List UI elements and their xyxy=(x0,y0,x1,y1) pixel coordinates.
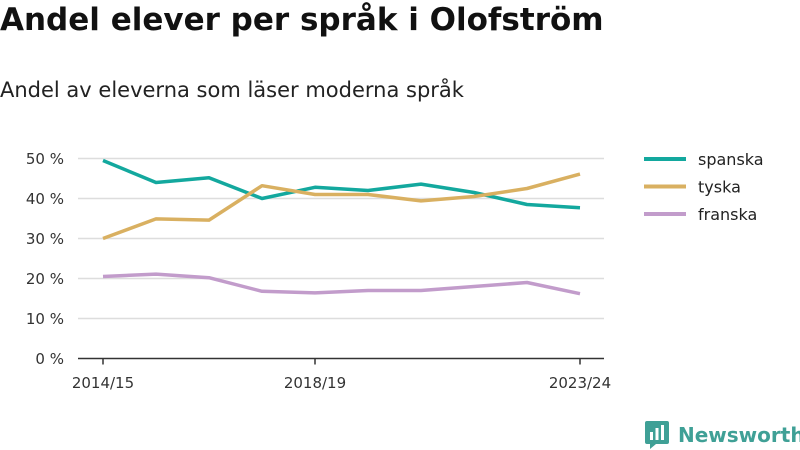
x-axis: 2014/15 2018/19 2023/24 xyxy=(72,357,611,392)
y-tick-label: 0 % xyxy=(35,350,64,368)
x-tick-label: 2014/15 xyxy=(72,374,134,392)
brand-logo: Newsworthy xyxy=(644,420,800,450)
chart-title: Andel elever per språk i Olofström xyxy=(0,2,604,38)
y-axis-ticks: 0 % 10 % 20 % 30 % 40 % 50 % xyxy=(26,150,64,368)
chart-subtitle: Andel av eleverna som läser moderna språ… xyxy=(0,78,464,102)
x-tick-label: 2023/24 xyxy=(549,374,611,392)
y-tick-label: 20 % xyxy=(26,270,64,288)
brand-name: Newsworthy xyxy=(678,423,800,447)
gridlines xyxy=(78,157,604,320)
y-tick-label: 10 % xyxy=(26,310,64,328)
series-line-tyska xyxy=(102,172,581,241)
y-tick-label: 50 % xyxy=(26,150,64,168)
legend-label-spanska: spanska xyxy=(698,150,764,169)
series-line-spanska xyxy=(102,158,581,210)
legend-label-franska: franska xyxy=(698,205,757,224)
newsworthy-logo-icon xyxy=(645,421,669,449)
series-lines xyxy=(102,158,581,296)
series-line-franska xyxy=(102,272,581,296)
legend: spanska tyska franska xyxy=(644,150,764,224)
y-tick-label: 30 % xyxy=(26,230,64,248)
legend-label-tyska: tyska xyxy=(698,178,741,197)
x-tick-label: 2018/19 xyxy=(284,374,346,392)
y-tick-label: 40 % xyxy=(26,190,64,208)
